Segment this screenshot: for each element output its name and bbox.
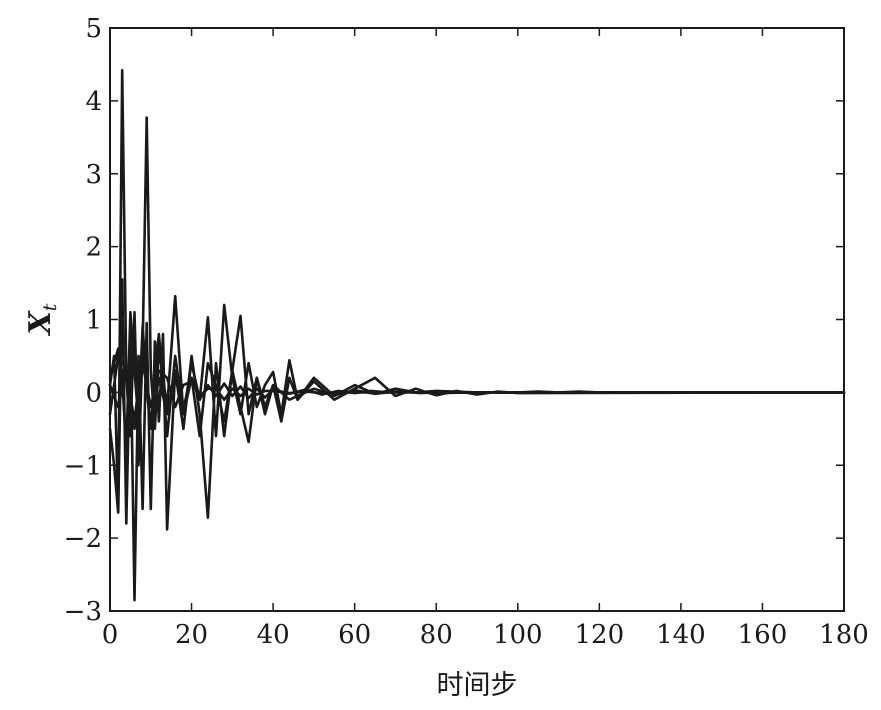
x-tick-label: 20 [175,620,208,650]
tick-labels-layer: 0 20 40 60 80 100 120 140 160 180 −3 −2 −1 0 1 2 3 4 5 [64,14,869,650]
x-tick-label: 60 [338,620,371,650]
ticks-layer [109,27,845,612]
x-axis-label: 时间步 [437,670,518,701]
y-tick-label: 5 [85,14,102,44]
y-tick-label: −3 [64,597,102,627]
x-tick-label: 140 [656,620,706,650]
y-axis-label: Xt [23,303,61,336]
x-tick-label: 100 [493,620,543,650]
y-axis-label-main: X [23,309,58,336]
series-line-5 [108,361,846,431]
y-axis-label-subscript: t [39,303,61,311]
series-line-2 [108,278,846,602]
plot-frame [109,27,845,612]
y-tick-label: 0 [85,378,102,408]
y-tick-label: −1 [64,451,102,481]
series-line-3 [108,310,846,453]
y-tick-label: 4 [85,87,102,117]
x-tick-label: 0 [102,620,119,650]
y-tick-label: 3 [85,160,102,190]
x-tick-label: 80 [420,620,453,650]
x-tick-label: 120 [575,620,625,650]
y-tick-label: 1 [85,306,102,336]
series-line-1 [108,69,846,511]
x-tick-label: 160 [738,620,788,650]
series-layer [108,69,846,602]
y-tick-label: 2 [85,233,102,263]
x-tick-label: 180 [819,620,869,650]
x-tick-label: 40 [257,620,290,650]
y-tick-label: −2 [64,524,102,554]
